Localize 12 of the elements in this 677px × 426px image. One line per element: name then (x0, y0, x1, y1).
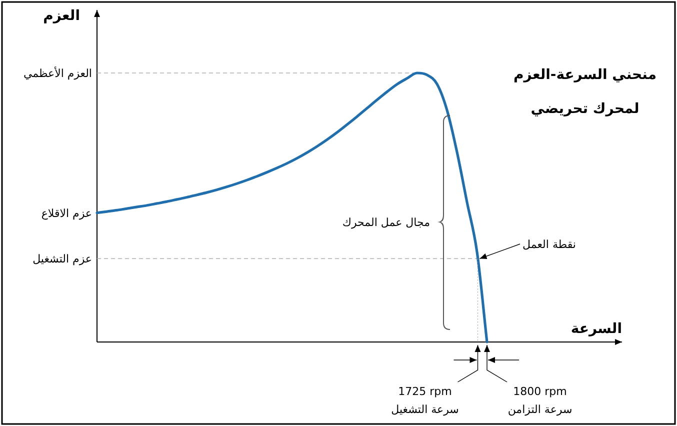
text: السرعة (570, 321, 622, 337)
ref-line-label: عزم التشغيل (32, 252, 92, 266)
text: عزم الاقلاع (41, 206, 92, 220)
text: سرعة التشغيل (391, 403, 459, 416)
text: 1725 rpm (398, 385, 452, 398)
ref-line-label: العزم الأعظمي (23, 66, 92, 80)
chart-title: منحني السرعة-العزم لمحرك تحريضي (513, 67, 657, 117)
y-axis-title: العزم (43, 8, 80, 24)
text: نقطة العمل (522, 238, 576, 251)
text: 1800 rpm (513, 385, 567, 398)
text: سرعة التزامن (508, 403, 572, 416)
annotation: مجال عمل المحرك (342, 216, 430, 229)
